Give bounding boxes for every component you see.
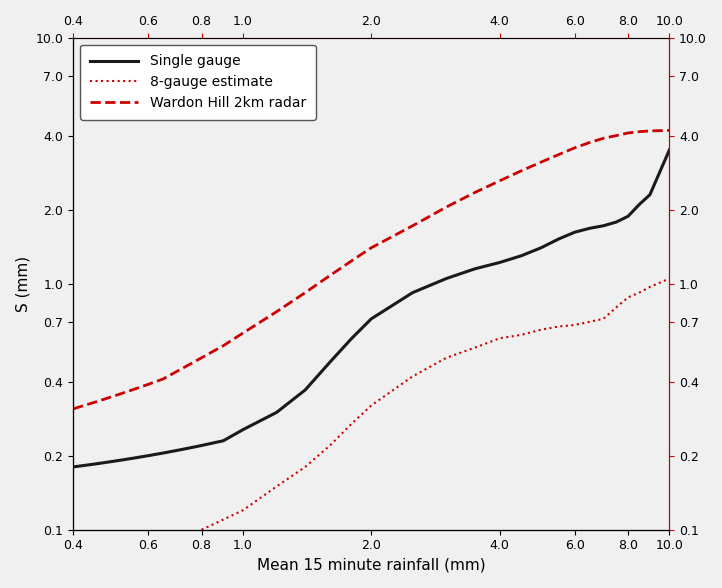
Wardon Hill 2km radar: [554, 151, 563, 158]
Wardon Hill 2km radar: [326, 272, 334, 279]
Single gauge: [471, 265, 479, 272]
8-gauge estimate: [219, 516, 227, 523]
Single gauge: [238, 426, 247, 433]
Single gauge: [624, 213, 632, 220]
Single gauge: [367, 315, 375, 322]
Wardon Hill 2km radar: [599, 135, 608, 142]
Wardon Hill 2km radar: [645, 128, 654, 135]
8-gauge estimate: [536, 326, 545, 333]
Wardon Hill 2km radar: [219, 342, 227, 349]
8-gauge estimate: [471, 344, 479, 351]
Line: Wardon Hill 2km radar: Wardon Hill 2km radar: [73, 131, 669, 409]
Single gauge: [110, 457, 119, 465]
Wardon Hill 2km radar: [471, 189, 479, 196]
Wardon Hill 2km radar: [91, 399, 100, 406]
Single gauge: [173, 447, 181, 454]
Single gauge: [635, 201, 643, 208]
Single gauge: [91, 460, 100, 467]
Wardon Hill 2km radar: [301, 289, 310, 296]
8-gauge estimate: [635, 289, 643, 296]
Wardon Hill 2km radar: [69, 405, 77, 412]
Wardon Hill 2km radar: [408, 222, 417, 229]
8-gauge estimate: [624, 294, 632, 301]
8-gauge estimate: [272, 483, 281, 490]
Wardon Hill 2km radar: [272, 308, 281, 315]
Single gauge: [612, 219, 620, 226]
8-gauge estimate: [408, 373, 417, 380]
Wardon Hill 2km radar: [570, 144, 579, 151]
Single gauge: [517, 252, 526, 259]
Wardon Hill 2km radar: [144, 381, 152, 388]
Single gauge: [570, 229, 579, 236]
8-gauge estimate: [367, 402, 375, 409]
Wardon Hill 2km radar: [173, 368, 181, 375]
Wardon Hill 2km radar: [536, 159, 545, 166]
Wardon Hill 2km radar: [159, 376, 168, 383]
8-gauge estimate: [442, 354, 451, 361]
Single gauge: [599, 222, 608, 229]
Wardon Hill 2km radar: [367, 244, 375, 251]
Single gauge: [272, 409, 281, 416]
Y-axis label: S (mm): S (mm): [15, 256, 30, 312]
Wardon Hill 2km radar: [186, 361, 194, 368]
Single gauge: [128, 455, 136, 462]
Single gauge: [326, 359, 334, 366]
Single gauge: [586, 225, 594, 232]
X-axis label: Mean 15 minute rainfall (mm): Mean 15 minute rainfall (mm): [257, 558, 486, 573]
Wardon Hill 2km radar: [128, 386, 136, 393]
Wardon Hill 2km radar: [238, 329, 247, 336]
Single gauge: [197, 442, 206, 449]
Single gauge: [144, 452, 152, 459]
Wardon Hill 2km radar: [442, 203, 451, 211]
Single gauge: [408, 289, 417, 296]
8-gauge estimate: [517, 331, 526, 338]
Single gauge: [69, 463, 77, 470]
Wardon Hill 2km radar: [586, 139, 594, 146]
Single gauge: [347, 335, 356, 342]
8-gauge estimate: [586, 318, 594, 325]
8-gauge estimate: [238, 507, 247, 514]
Single gauge: [219, 437, 227, 445]
Single gauge: [645, 191, 654, 198]
Single gauge: [665, 146, 674, 153]
8-gauge estimate: [612, 304, 620, 311]
Line: 8-gauge estimate: 8-gauge estimate: [201, 279, 669, 530]
8-gauge estimate: [645, 283, 654, 290]
Wardon Hill 2km radar: [665, 127, 674, 134]
Single gauge: [159, 449, 168, 456]
Single gauge: [301, 386, 310, 393]
8-gauge estimate: [570, 322, 579, 329]
Wardon Hill 2km radar: [624, 129, 632, 136]
Single gauge: [495, 259, 504, 266]
8-gauge estimate: [301, 463, 310, 470]
Wardon Hill 2km radar: [517, 167, 526, 174]
Wardon Hill 2km radar: [347, 257, 356, 264]
Wardon Hill 2km radar: [197, 354, 206, 361]
Legend: Single gauge, 8-gauge estimate, Wardon Hill 2km radar: Single gauge, 8-gauge estimate, Wardon H…: [80, 45, 316, 120]
8-gauge estimate: [326, 442, 334, 449]
Single gauge: [186, 445, 194, 452]
Single gauge: [536, 244, 545, 251]
8-gauge estimate: [197, 526, 206, 533]
Wardon Hill 2km radar: [612, 132, 620, 139]
Wardon Hill 2km radar: [635, 128, 643, 135]
8-gauge estimate: [665, 275, 674, 282]
Single gauge: [442, 275, 451, 282]
8-gauge estimate: [347, 420, 356, 427]
Single gauge: [554, 235, 563, 242]
Wardon Hill 2km radar: [110, 392, 119, 399]
8-gauge estimate: [599, 315, 608, 322]
Line: Single gauge: Single gauge: [73, 150, 669, 467]
8-gauge estimate: [554, 323, 563, 330]
Wardon Hill 2km radar: [495, 178, 504, 185]
8-gauge estimate: [495, 335, 504, 342]
